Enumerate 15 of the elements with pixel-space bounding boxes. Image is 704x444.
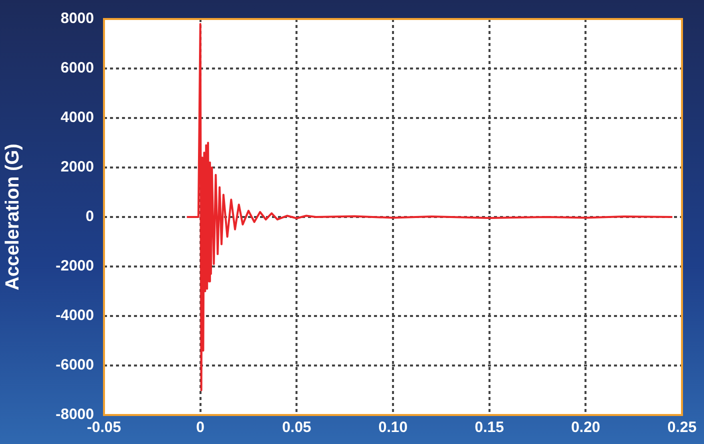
y-axis-title: Acceleration (G) <box>2 144 24 290</box>
y-tick-label: -6000 <box>56 356 94 374</box>
y-tick-label: 6000 <box>60 60 94 77</box>
x-tick-label: 0.20 <box>571 419 600 436</box>
y-tick-label: 0 <box>86 208 94 226</box>
y-tick-label: 4000 <box>60 109 94 126</box>
y-tick-label: -2000 <box>56 258 94 275</box>
x-tick-label: 0 <box>196 419 205 436</box>
x-tick-label: 0.05 <box>282 419 312 436</box>
y-tick-label: 2000 <box>60 158 94 176</box>
x-tick-label: 0.10 <box>378 419 408 436</box>
y-tick-label: 8000 <box>60 10 94 28</box>
x-tick-label: 0.15 <box>474 419 504 436</box>
y-tick-label: -4000 <box>56 307 94 324</box>
x-tick-label: 0.25 <box>667 419 697 436</box>
